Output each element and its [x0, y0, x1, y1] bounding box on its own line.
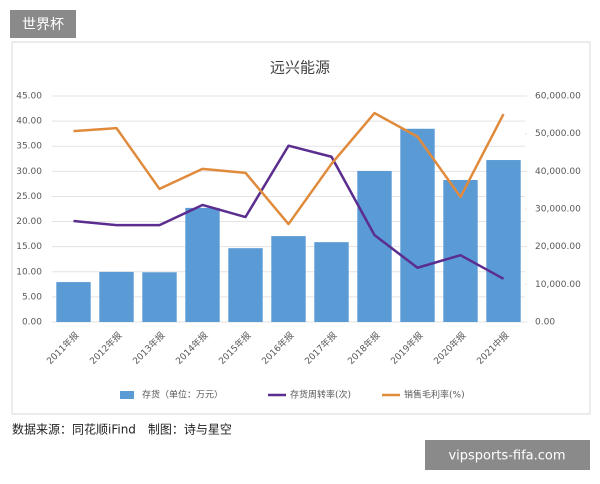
- bar: [228, 248, 263, 322]
- line: [73, 144, 505, 280]
- bar: [99, 271, 134, 322]
- legend-label: 存货周转率(次): [290, 389, 351, 401]
- bar: [56, 282, 91, 322]
- y-tick-label: 0.00: [22, 318, 42, 328]
- y-tick-label: 45.00: [16, 92, 42, 102]
- y-tick-label: 5.00: [22, 292, 42, 302]
- badge: 世界杯: [22, 17, 64, 33]
- bar: [486, 160, 521, 322]
- legend-swatch: [120, 391, 134, 399]
- bar: [271, 236, 306, 322]
- badge-bg: [10, 10, 76, 38]
- y2-tick-label: 10,000.00: [535, 280, 581, 290]
- y-tick-label: 25.00: [16, 192, 42, 202]
- y2-tick-label: 50,000.00: [535, 129, 581, 139]
- y2-tick-label: 60,000.00: [535, 92, 581, 102]
- watermark: vipsports-fifa.com: [448, 449, 565, 464]
- bar: [142, 272, 177, 322]
- y-tick-label: 30.00: [16, 167, 42, 177]
- y2-tick-label: 40,000.00: [535, 167, 581, 177]
- y-tick-label: 40.00: [16, 117, 42, 127]
- y2-tick-label: 30,000.00: [535, 205, 581, 215]
- legend-label: 销售毛利率(%): [404, 389, 465, 401]
- source-note: 数据来源：同花顺iFind 制图：诗与星空: [12, 422, 232, 437]
- chart-title: 远兴能源: [270, 59, 330, 77]
- bar: [400, 128, 435, 322]
- watermark-bg: [425, 440, 590, 470]
- y-tick-label: 10.00: [16, 267, 42, 277]
- bar: [185, 207, 220, 322]
- y-tick-label: 20.00: [16, 217, 42, 227]
- bar: [314, 242, 349, 322]
- line: [73, 111, 505, 226]
- bar: [443, 179, 478, 322]
- legend-label: 存货（单位：万元）: [142, 389, 223, 401]
- y-tick-label: 35.00: [16, 142, 42, 152]
- y2-tick-label: 20,000.00: [535, 242, 581, 252]
- bar: [357, 170, 392, 322]
- y-tick-label: 15.00: [16, 242, 42, 252]
- y2-tick-label: 0.00: [535, 318, 555, 328]
